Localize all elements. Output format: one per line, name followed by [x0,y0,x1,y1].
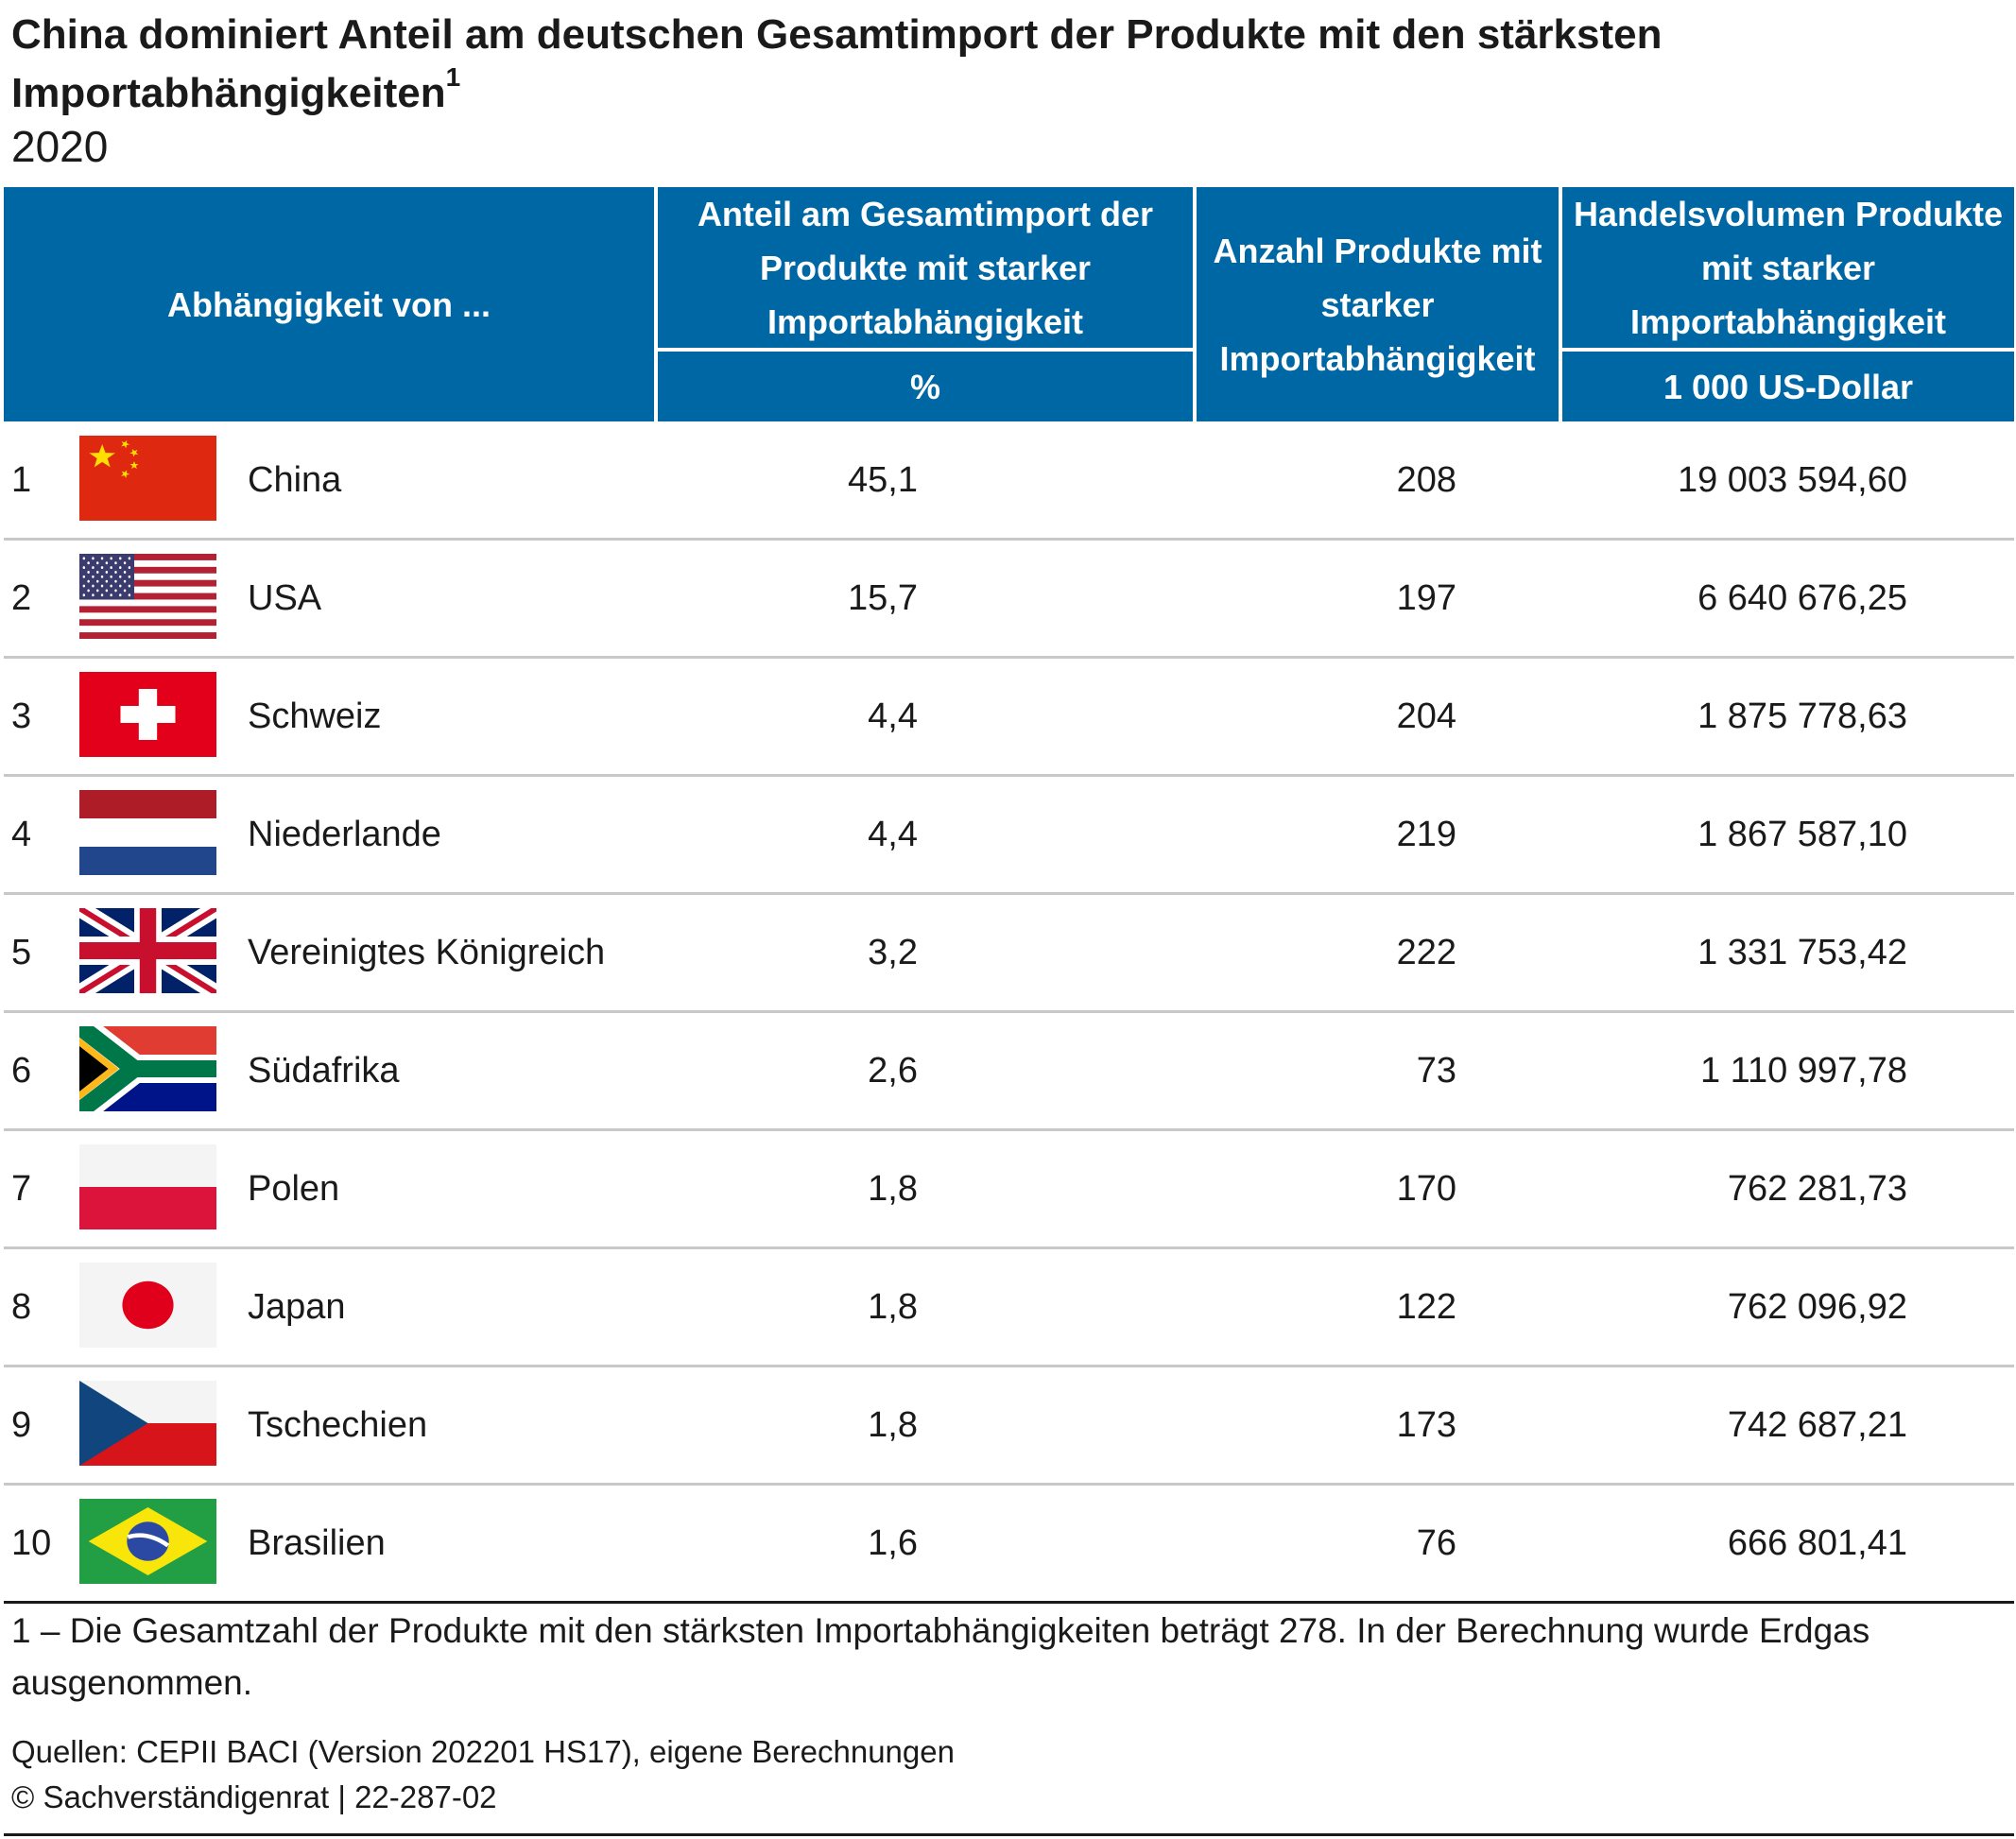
row-count: 208 [1396,460,1456,500]
row-country: Schweiz [248,696,382,736]
row-rank: 4 [11,815,32,854]
row-volume: 1 867 587,10 [1697,815,1907,854]
table-row: 4 Niederlande 4,4 219 1 867 587,10 [4,777,2014,895]
row-share: 1,6 [868,1523,918,1563]
row-share: 15,7 [848,578,918,618]
row-share: 1,8 [868,1405,918,1445]
row-rank: 7 [11,1169,32,1209]
row-volume: 1 110 997,78 [1699,1051,1907,1091]
row-count: 173 [1396,1405,1456,1445]
row-count: 219 [1396,815,1456,854]
row-count: 122 [1396,1287,1456,1327]
row-country: China [248,460,342,500]
switzerland-flag-icon [79,672,216,757]
sources: Quellen: CEPII BACI (Version 202201 HS17… [11,1734,955,1769]
row-volume: 762 096,92 [1727,1287,1907,1327]
china-flag-icon [79,436,216,521]
row-rank: 3 [11,696,32,736]
row-country: Brasilien [248,1523,386,1563]
row-country: Südafrika [248,1051,400,1091]
row-count: 170 [1396,1169,1456,1209]
header-col-share-unit: % [658,352,1193,421]
row-rank: 2 [11,578,32,618]
poland-flag-icon [79,1144,216,1229]
row-volume: 742 687,21 [1727,1405,1907,1445]
chart-title-text: China dominiert Anteil am deutschen Gesa… [11,11,1663,116]
row-count: 76 [1416,1523,1456,1563]
row-country: Polen [248,1169,340,1209]
uk-flag-icon [79,908,216,993]
row-share: 4,4 [868,696,918,736]
header-col-count: Anzahl Produkte mit starker Importabhäng… [1197,187,1559,421]
chart-subtitle: 2020 [11,122,109,171]
header-col-volume: Handelsvolumen Produkte mit starker Impo… [1562,187,2014,348]
row-share: 45,1 [848,460,918,500]
row-count: 197 [1396,578,1456,618]
row-rank: 8 [11,1287,32,1327]
row-volume: 19 003 594,60 [1677,460,1907,500]
table-row: 6 Südafrika 2,6 73 1 110 997,78 [4,1013,2014,1131]
title-footnote-mark: 1 [445,62,461,92]
netherlands-flag-icon [79,790,216,875]
row-rank: 1 [11,460,32,500]
row-country: Niederlande [248,815,441,854]
row-rank: 6 [11,1051,32,1091]
row-share: 1,8 [868,1287,918,1327]
japan-flag-icon [79,1263,216,1348]
row-volume: 6 640 676,25 [1697,578,1907,618]
data-table: 1 China 45,1 208 19 003 594,60 2 USA 15,7 197 6 6… [4,422,2014,1604]
table-row: 9 Tschechien 1,8 173 742 687,21 [4,1367,2014,1486]
header-col-share: Anteil am Gesamtimport der Produkte mit … [658,187,1193,348]
row-share: 2,6 [868,1051,918,1091]
czechia-flag-icon [79,1381,216,1466]
row-count: 73 [1416,1051,1456,1091]
row-share: 1,8 [868,1169,918,1209]
header-col-dependency: Abhängigkeit von ... [4,187,654,421]
table-row: 1 China 45,1 208 19 003 594,60 [4,422,2014,541]
header-col-volume-unit: 1 000 US-Dollar [1562,352,2014,421]
row-volume: 1 875 778,63 [1697,696,1907,736]
row-volume: 666 801,41 [1727,1523,1907,1563]
table-row: 2 USA 15,7 197 6 640 676,25 [4,541,2014,659]
table-row: 8 Japan 1,8 122 762 096,92 [4,1249,2014,1367]
row-country: Vereinigtes Königreich [248,933,606,972]
row-rank: 5 [11,933,32,972]
usa-flag-icon [79,554,216,639]
table-row: 10 Brasilien 1,6 76 666 801,41 [4,1486,2014,1604]
row-rank: 9 [11,1405,32,1445]
row-country: USA [248,578,322,618]
chart-title: China dominiert Anteil am deutschen Gesa… [11,6,1977,123]
row-share: 4,4 [868,815,918,854]
footnote: 1 – Die Gesamtzahl der Produkte mit den … [11,1611,1870,1702]
row-share: 3,2 [868,933,918,972]
row-count: 204 [1396,696,1456,736]
south-africa-flag-icon [79,1026,216,1111]
copyright: © Sachverständigenrat | 22-287-02 [11,1779,497,1814]
bottom-rule [4,1833,2014,1836]
row-volume: 1 331 753,42 [1697,933,1907,972]
table-row: 7 Polen 1,8 170 762 281,73 [4,1131,2014,1249]
table-row: 3 Schweiz 4,4 204 1 875 778,63 [4,659,2014,777]
row-count: 222 [1396,933,1456,972]
row-volume: 762 281,73 [1727,1169,1907,1209]
row-country: Japan [248,1287,346,1327]
row-rank: 10 [11,1523,52,1563]
brazil-flag-icon [79,1499,216,1584]
table-row: 5 Vereinigtes Königreich 3,2 222 1 331 753,4… [4,895,2014,1013]
row-country: Tschechien [248,1405,428,1445]
